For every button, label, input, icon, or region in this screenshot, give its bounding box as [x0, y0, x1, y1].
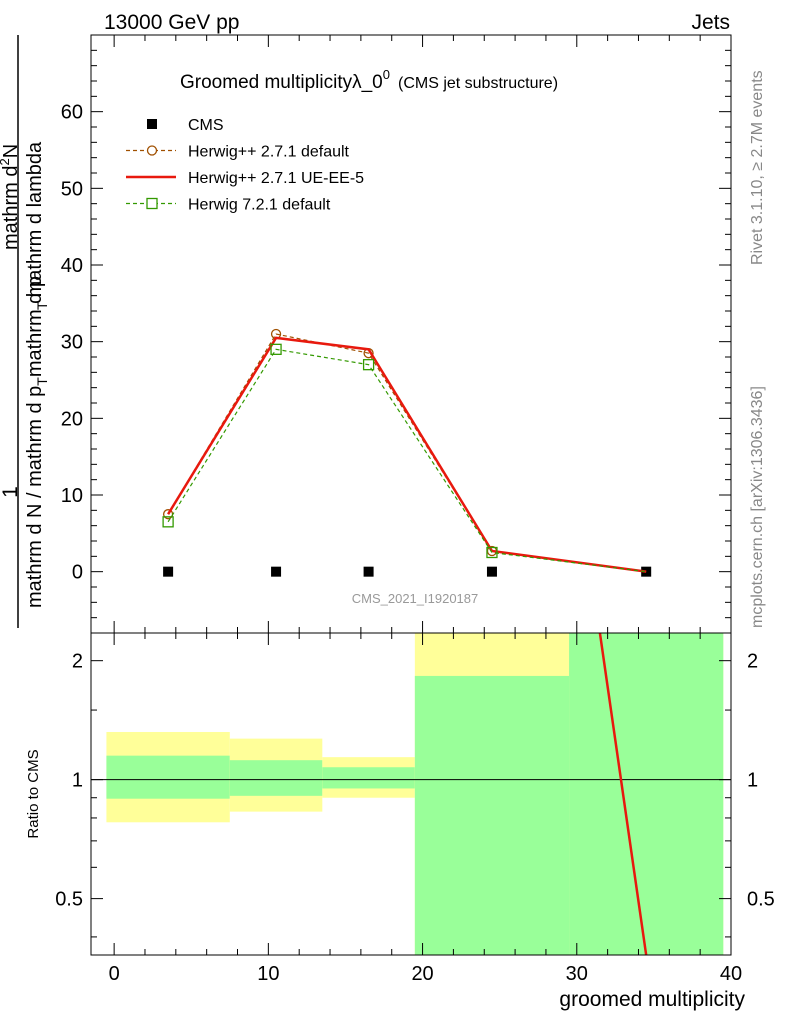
legend: CMS Herwig++ 2.7.1 default Herwig++ 2.7.1 … [126, 117, 364, 214]
cms-data-point [271, 566, 282, 577]
series-square-marker [162, 516, 174, 528]
cms-data-point [163, 566, 174, 577]
ratio-y-tick-label-right: 0.5 [747, 889, 775, 911]
ratio-series [598, 632, 648, 956]
x-axis-label: groomed multiplicity [559, 988, 745, 1011]
main-y-tick-label: 50 [61, 178, 83, 200]
series-square-marker [362, 359, 375, 371]
x-tick-label: 20 [411, 963, 433, 985]
x-tick-label: 40 [720, 963, 742, 985]
ratio-x-axis: 0 10 20 30 40 [109, 633, 742, 985]
y-label-den-lambda: mathrm d lambda [24, 141, 46, 297]
main-y-tick-label: 20 [61, 408, 83, 430]
legend-label: Herwig++ 2.7.1 UE-EE-5 [188, 170, 364, 187]
ratio-y-tick-label: 0.5 [55, 889, 83, 911]
legend-label: Herwig 7.2.1 default [188, 197, 331, 214]
ratio-y-tick-label: 2 [72, 651, 83, 673]
ratio-y-axis: 0.5 0.5 1 1 2 2 [55, 651, 775, 938]
ratio-green-band [414, 675, 570, 955]
ratio-y-label: Ratio to CMS [25, 749, 42, 838]
ratio-y-tick-label-right: 1 [747, 770, 758, 792]
y-label-denominator-2: Tmathrm d lambda [24, 141, 50, 310]
chart-title-sub: (CMS jet substructure) [398, 75, 558, 92]
chart-title-sup: 0 [383, 67, 390, 82]
main-y-tick-label: 60 [61, 102, 83, 124]
y-label-num-end: N [0, 144, 22, 158]
legend-label: CMS [188, 117, 224, 134]
ratio-y-tick-label-right: 2 [747, 651, 758, 673]
ratio-series-line [598, 632, 648, 956]
y-label-mid-sub: T [34, 301, 50, 310]
site-label: mcplots.cern.ch [arXiv:1306.3436] [749, 386, 766, 628]
main-y-label: 1 mathrm d N / mathrm d pTmathrm d p Tma… [0, 35, 50, 628]
legend-square-marker [146, 197, 158, 210]
cms-data-point [363, 566, 374, 577]
chart-title: Groomed multiplicityλ_00 (CMS jet substru… [180, 67, 558, 93]
energy-label: 13000 GeV pp [104, 11, 239, 34]
ratio-y-tick-label: 1 [72, 770, 83, 792]
main-x-ticks [113, 35, 732, 633]
y-label-den-sub: T [34, 377, 50, 386]
y-label-num-part: mathrm d [0, 166, 22, 250]
y-label-den-part: mathrm d N / mathrm d p [24, 386, 46, 608]
legend-circle-marker [146, 145, 158, 156]
main-y-tick-label: 10 [61, 485, 83, 507]
series-square-marker [486, 546, 498, 559]
x-tick-label: 30 [566, 963, 588, 985]
main-frame [90, 34, 732, 634]
main-y-tick-label: 30 [61, 332, 83, 354]
chart-title-main: Groomed multiplicityλ_0 [180, 72, 383, 93]
ratio-bands [106, 633, 724, 955]
ratio-frame [90, 632, 732, 956]
series-line [167, 348, 647, 573]
x-tick-label: 0 [109, 963, 120, 985]
ratio-panel: 0.5 0.5 1 1 2 2 0 10 20 30 40 Ratio to CMS groome… [25, 632, 775, 1011]
main-y-axis: 0 10 20 30 40 50 60 [61, 49, 731, 619]
ratio-green-band [229, 760, 323, 796]
series-line [167, 333, 647, 573]
y-label-den-mid: mathrm d p [24, 276, 46, 377]
series-square-marker [270, 343, 282, 355]
rivet-label: Rivet 3.1.10, ≥ 2.7M events [749, 70, 766, 265]
analysis-watermark: CMS_2021_I1920187 [352, 591, 479, 606]
y-label-numerator: mathrm d2N [0, 144, 22, 250]
y-label-numerator-one: 1 [0, 486, 22, 498]
main-y-tick-label: 40 [61, 255, 83, 277]
cms-data-point [486, 566, 497, 577]
y-label-num-sup: 2 [0, 158, 12, 165]
main-y-tick-label: 0 [72, 562, 83, 584]
legend-cms-marker [147, 119, 157, 129]
x-tick-label: 10 [257, 963, 279, 985]
ratio-green-band [569, 633, 724, 955]
ratio-green-band [106, 755, 230, 799]
ratio-green-band [322, 767, 415, 789]
main-series-group [162, 328, 652, 577]
legend-label: Herwig++ 2.7.1 default [188, 144, 350, 161]
y-label-denominator: mathrm d N / mathrm d pTmathrm d p [24, 276, 50, 608]
category-label: Jets [691, 11, 730, 34]
series-line [167, 336, 647, 573]
